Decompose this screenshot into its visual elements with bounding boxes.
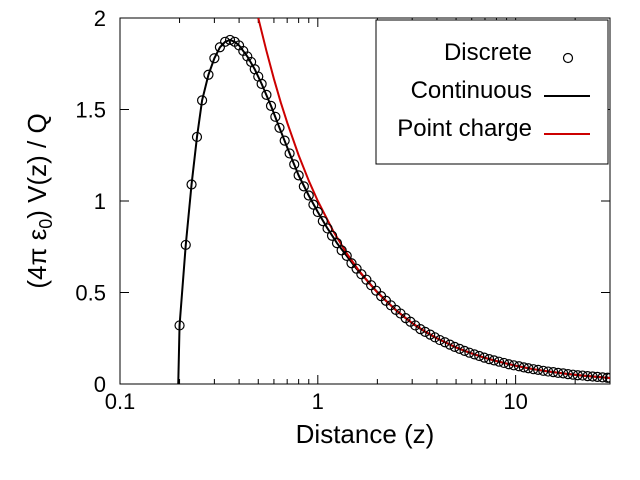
data-point-discrete [370, 285, 382, 296]
data-point-discrete [484, 354, 495, 365]
data-point-discrete [604, 372, 610, 384]
data-point-discrete [298, 181, 309, 192]
data-point-discrete [293, 170, 304, 181]
data-point-discrete [203, 69, 214, 80]
data-point-discrete [538, 365, 549, 376]
data-point-discrete [454, 343, 465, 354]
y-axis-label: (4π ε0) V(z) / Q [22, 113, 56, 288]
data-point-discrete [256, 78, 267, 89]
data-point-discrete [449, 341, 460, 352]
data-point-discrete [597, 372, 608, 383]
data-point-discrete [592, 371, 603, 382]
data-point-discrete [503, 359, 514, 370]
data-point-discrete [513, 361, 525, 372]
data-point-discrete [577, 370, 588, 381]
x-tick-label: 0.1 [105, 389, 136, 414]
data-point-discrete [191, 131, 203, 143]
y-tick-label: 1.5 [75, 98, 106, 123]
data-point-discrete [346, 258, 357, 269]
data-point-discrete [415, 324, 426, 335]
data-point-discrete [523, 363, 534, 374]
data-point-discrete [548, 367, 559, 378]
data-point-discrete [434, 334, 445, 346]
data-point-discrete [242, 51, 253, 62]
data-point-discrete [303, 190, 314, 201]
data-point-discrete [562, 369, 574, 380]
data-point-discrete [498, 357, 510, 369]
data-point-discrete [553, 367, 564, 378]
data-point-discrete [331, 237, 343, 249]
data-point-discrete [488, 355, 500, 366]
x-tick-label: 1 [312, 389, 324, 414]
data-point-discrete [459, 345, 470, 356]
legend-label-discrete: Discrete [444, 39, 532, 66]
data-point-discrete [214, 42, 226, 53]
data-point-discrete [479, 352, 490, 363]
data-point-discrete [558, 368, 569, 379]
data-point-discrete [572, 370, 583, 381]
data-point-discrete [279, 135, 290, 146]
data-point-discrete [464, 347, 475, 358]
data-point-discrete [429, 332, 441, 343]
data-point-discrete [326, 230, 338, 241]
data-point-discrete [196, 95, 208, 106]
plot-area [174, 18, 610, 384]
data-point-discrete [528, 364, 539, 375]
legend-label-point-charge: Point charge [397, 115, 532, 142]
y-tick-label: 1 [94, 189, 106, 214]
data-point-discrete [567, 369, 579, 380]
data-point-discrete [224, 34, 236, 46]
data-point-discrete [186, 179, 197, 190]
data-point-discrete [308, 199, 319, 210]
data-point-discrete [493, 356, 505, 367]
data-point-discrete [261, 89, 272, 100]
data-point-discrete [289, 159, 300, 170]
y-tick-label: 0 [94, 372, 106, 397]
data-point-discrete [174, 320, 185, 331]
data-point-discrete [322, 223, 333, 234]
data-point-discrete [518, 362, 529, 373]
data-point-discrete [469, 349, 480, 360]
data-point-discrete [270, 111, 281, 122]
data-point-discrete [180, 239, 191, 251]
data-point-discrete [312, 206, 323, 218]
data-point-discrete [317, 216, 328, 227]
data-point-discrete [284, 148, 295, 159]
data-point-discrete [265, 100, 277, 111]
y-tick-label: 0.5 [75, 281, 106, 306]
data-point-discrete [587, 371, 598, 382]
data-point-discrete [341, 250, 352, 261]
legend-box [375, 19, 609, 165]
data-point-discrete [582, 371, 593, 382]
data-point-discrete [274, 122, 285, 133]
data-point-discrete [439, 337, 450, 348]
y-tick-label: 2 [94, 6, 106, 31]
legend-marker-discrete [562, 52, 574, 64]
data-point-discrete [356, 269, 367, 280]
data-point-discrete [336, 245, 347, 256]
legend-label-continuous: Continuous [411, 77, 532, 104]
data-point-discrete [444, 339, 455, 350]
data-point-discrete [474, 350, 485, 362]
x-tick-label: 10 [503, 389, 527, 414]
legend: Discrete Continuous Point charge [375, 19, 609, 165]
data-point-discrete [533, 364, 544, 376]
data-point-discrete [410, 320, 421, 331]
data-point-discrete [420, 326, 431, 337]
data-point-discrete [508, 360, 519, 371]
x-axis-label: Distance (z) [296, 419, 435, 449]
data-point-discrete [543, 366, 554, 377]
data-point-discrete [209, 53, 220, 64]
axis-tick-labels: 0 0.5 1 1.5 2 0.1 1 10 [75, 6, 527, 414]
